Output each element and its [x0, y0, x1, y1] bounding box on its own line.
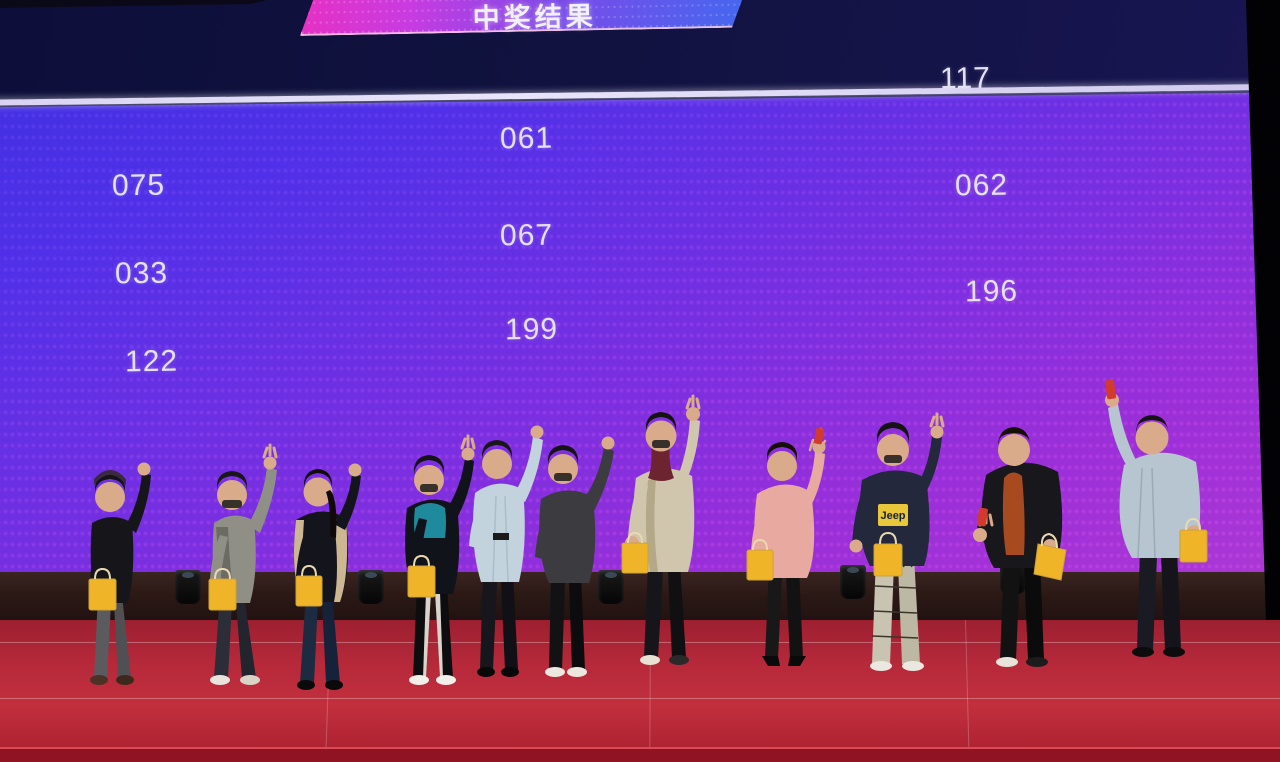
svg-text:Jeep: Jeep: [880, 510, 905, 522]
